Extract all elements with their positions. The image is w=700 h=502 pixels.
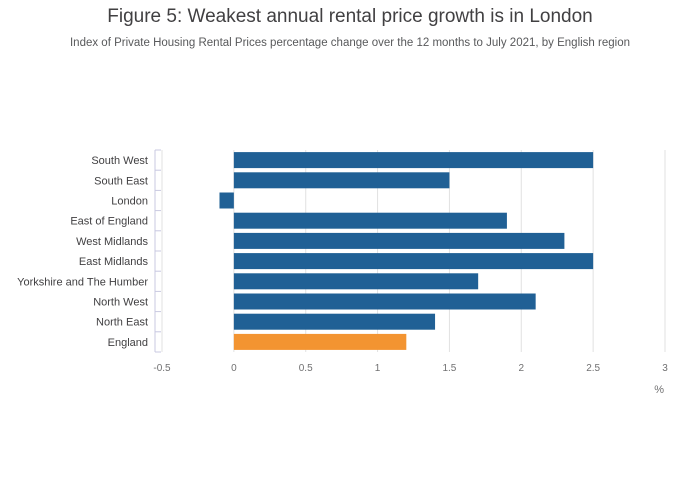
category-label: Yorkshire and The Humber [17, 276, 148, 288]
bar-england [233, 333, 407, 350]
category-label: West Midlands [76, 236, 148, 248]
bar-west-midlands [233, 232, 565, 249]
bar-north-west [233, 293, 536, 310]
category-label: South East [94, 175, 148, 187]
x-tick-label: 2 [519, 363, 525, 374]
chart-subtitle: Index of Private Housing Rental Prices p… [69, 37, 630, 49]
bar-south-west [233, 152, 594, 169]
category-label: North West [93, 297, 148, 309]
chart-title: Figure 5: Weakest annual rental price gr… [107, 6, 593, 27]
category-label: East Midlands [79, 256, 149, 268]
category-labels: South West South East London East of Englan… [17, 155, 148, 349]
category-label: England [108, 337, 148, 349]
x-tick-label: 3 [662, 363, 668, 374]
x-axis-unit-label: % [654, 384, 664, 396]
bar-yorkshire-and-the-humber [233, 273, 479, 290]
category-label: South West [91, 155, 148, 167]
category-label: East of England [70, 216, 148, 228]
x-axis-ticks: -0.5 0 0.5 1 1.5 2 2.5 3 [153, 363, 668, 374]
x-tick-label: 0 [231, 363, 237, 374]
x-tick-label: 0.5 [299, 363, 313, 374]
category-axis [154, 149, 161, 353]
bar-london [219, 192, 234, 209]
bar-south-east [233, 172, 450, 189]
bar-north-east [233, 313, 436, 330]
x-tick-label: 1 [375, 363, 381, 374]
bar-east-of-england [233, 212, 507, 229]
x-tick-label: 1.5 [442, 363, 456, 374]
bars [219, 152, 594, 350]
x-tick-label: -0.5 [153, 363, 171, 374]
category-label: North East [96, 317, 148, 329]
x-tick-label: 2.5 [586, 363, 600, 374]
category-label: London [111, 196, 148, 208]
bar-east-midlands [233, 253, 594, 270]
